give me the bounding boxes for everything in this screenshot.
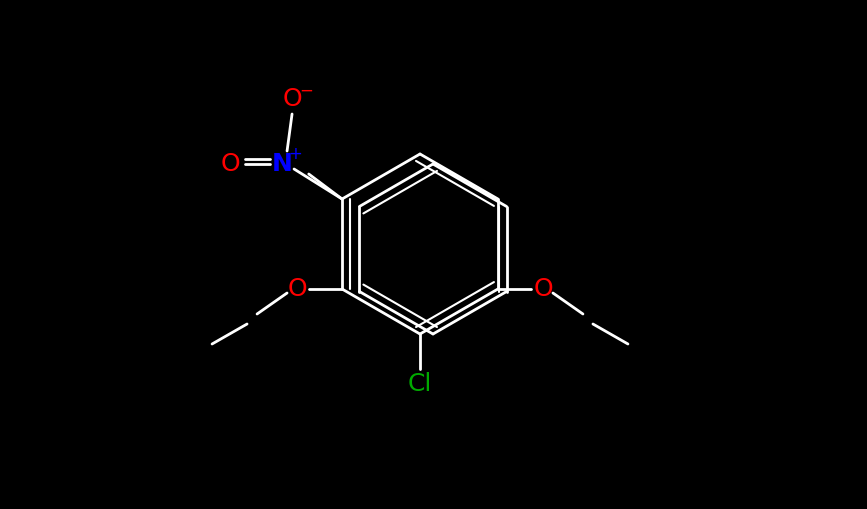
Text: N: N [271, 152, 292, 176]
Text: Cl: Cl [407, 372, 432, 396]
Text: O: O [220, 152, 240, 176]
Text: O: O [283, 87, 302, 111]
Text: O: O [533, 277, 553, 301]
Text: +: + [288, 145, 302, 163]
Text: O: O [287, 277, 307, 301]
Text: −: − [299, 82, 313, 100]
